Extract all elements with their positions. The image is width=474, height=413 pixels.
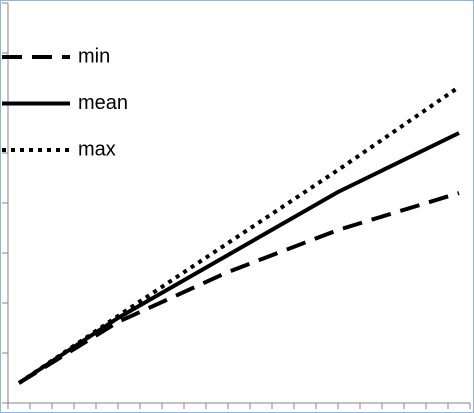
legend-label: max [78, 138, 116, 160]
legend-label: mean [78, 92, 128, 114]
series-line [17, 191, 460, 385]
series-line [17, 131, 460, 385]
legend-label: min [78, 45, 110, 67]
series-line [17, 85, 461, 385]
